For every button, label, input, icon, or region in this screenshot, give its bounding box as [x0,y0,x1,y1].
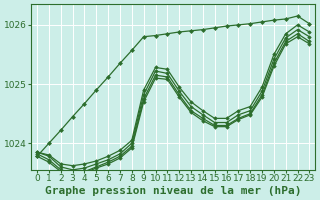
X-axis label: Graphe pression niveau de la mer (hPa): Graphe pression niveau de la mer (hPa) [45,186,301,196]
